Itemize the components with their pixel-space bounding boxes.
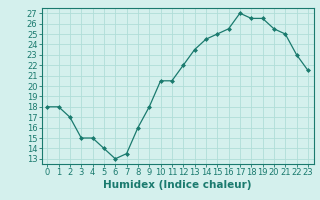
X-axis label: Humidex (Indice chaleur): Humidex (Indice chaleur) (103, 180, 252, 190)
